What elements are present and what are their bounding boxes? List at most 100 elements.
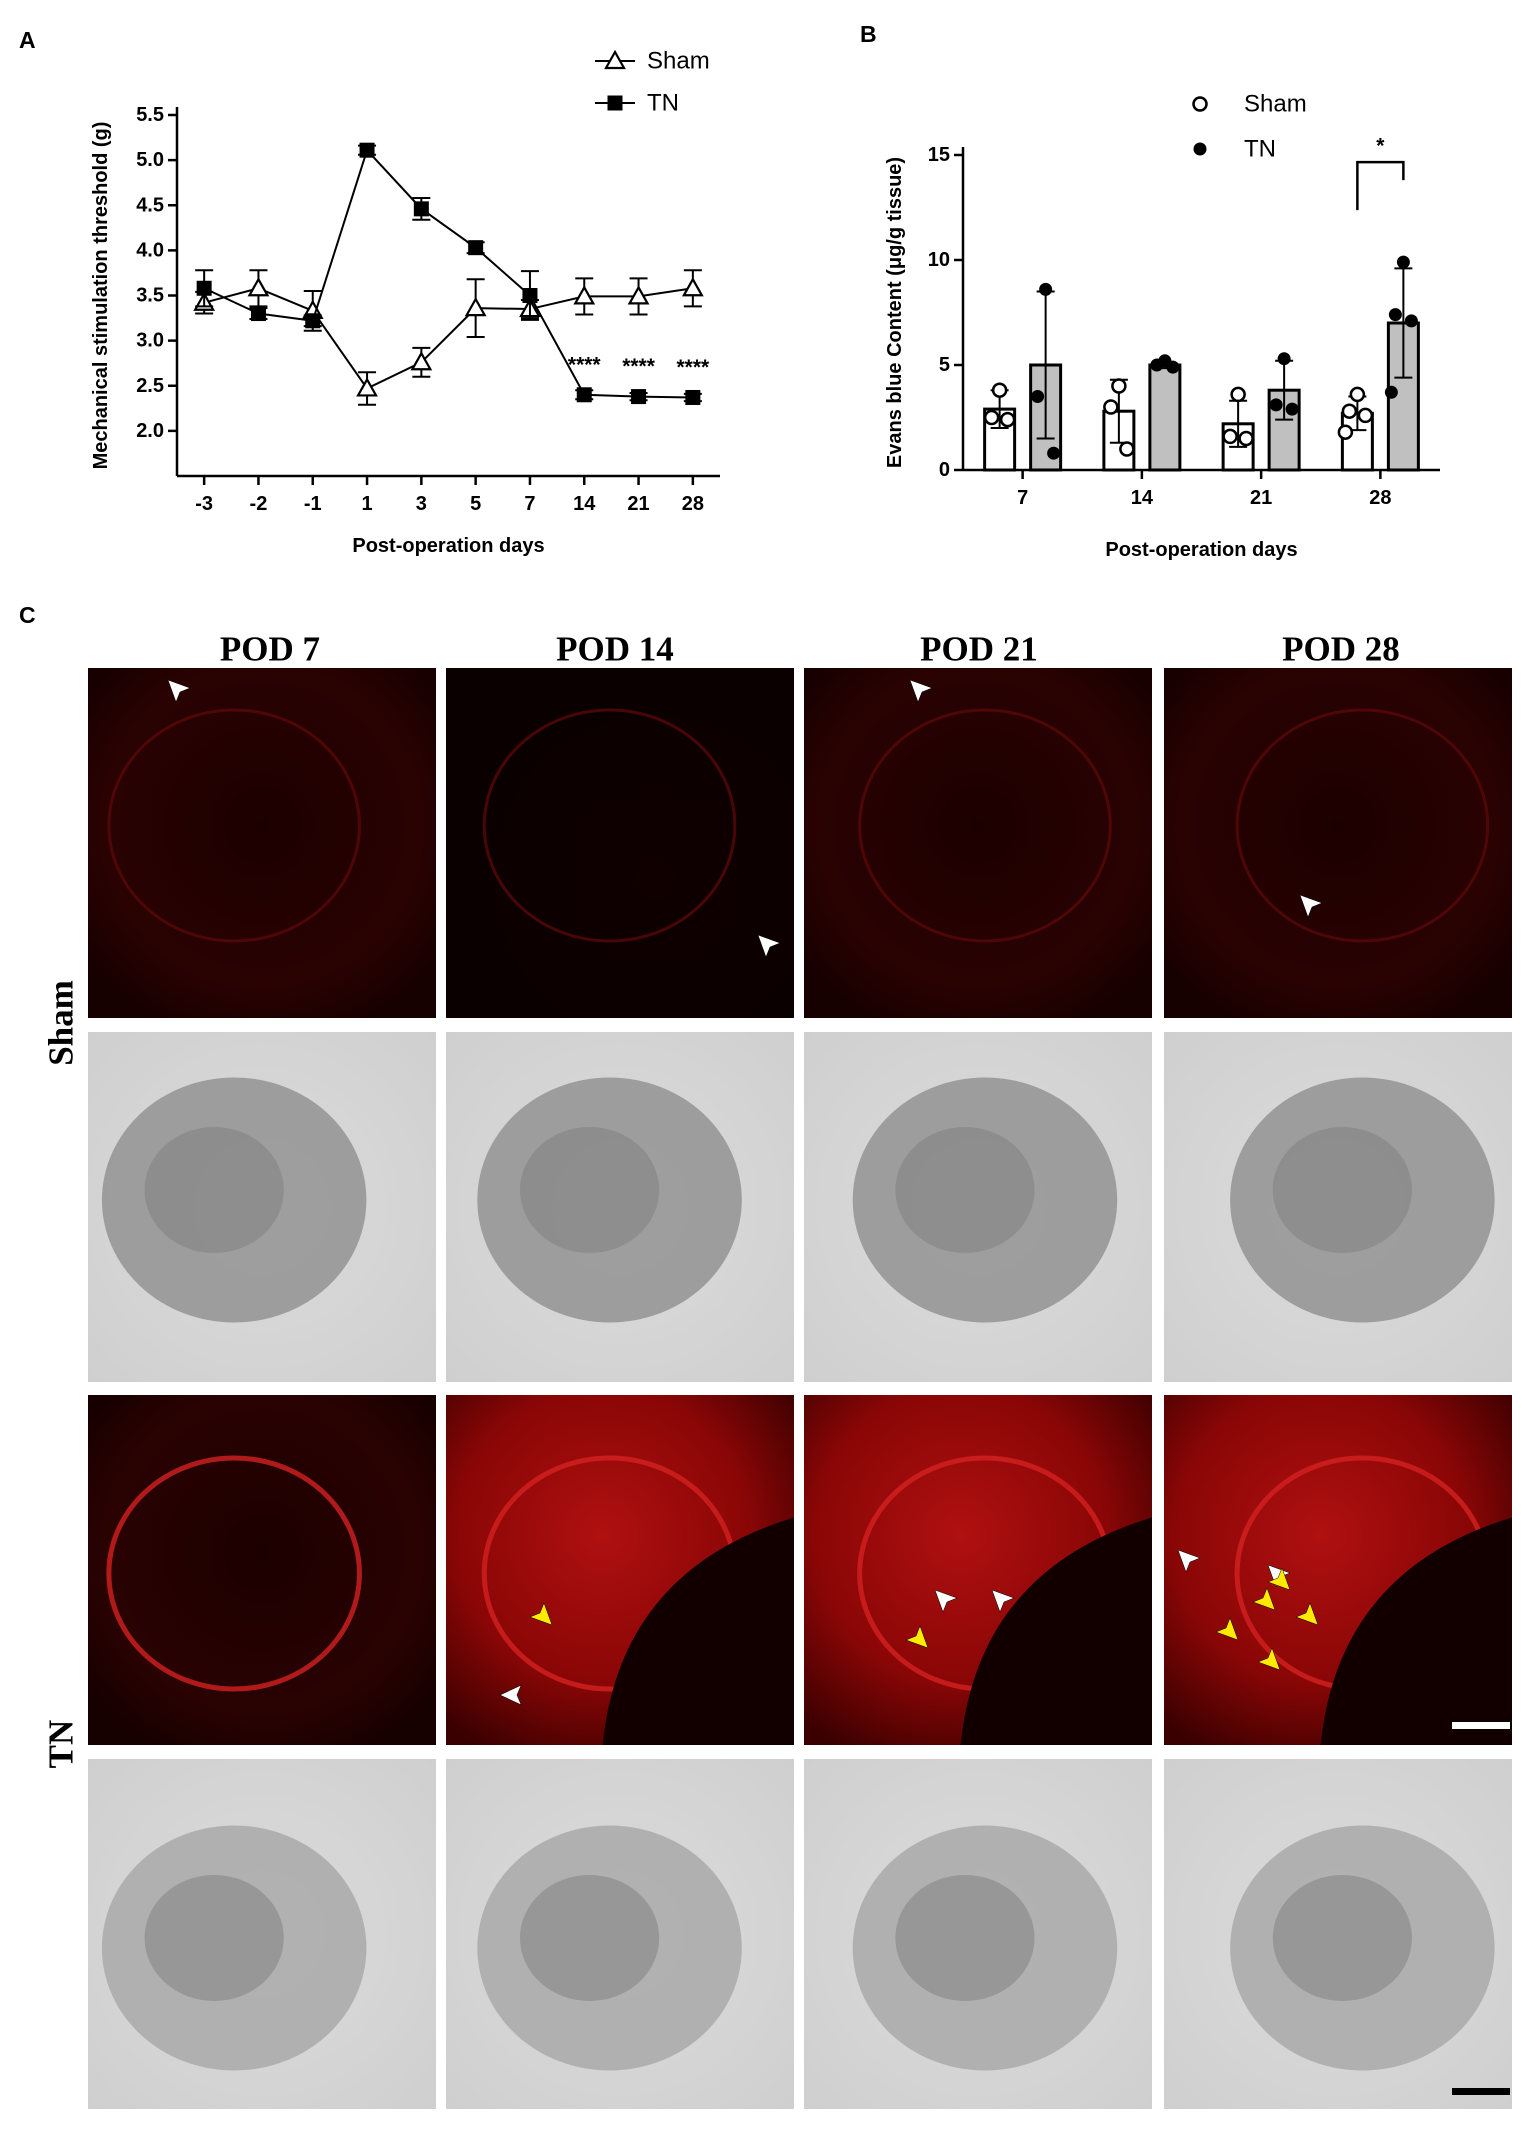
legend-label: TN [1244,136,1276,163]
legend-label: Sham [1244,91,1307,118]
dark-region [960,1517,1152,1745]
significance: **** [676,356,710,379]
arrow [905,1625,929,1649]
arrow [1215,1617,1239,1641]
micrograph [1164,1032,1512,1382]
tissue-outline [858,708,1112,943]
x-tick-label: 21 [1250,487,1272,509]
x-tick-label: 28 [682,493,704,515]
data-point [247,277,270,297]
tissue-inner [519,1127,660,1253]
x-tick-label: -1 [304,493,322,515]
arrow [909,679,933,703]
data-point [631,389,647,405]
data-point [1222,428,1238,445]
x-axis-label: Post-operation days [1105,539,1297,561]
data-point [1031,390,1045,403]
micrograph [88,1032,436,1382]
data-point [1111,378,1127,394]
arrow [1252,1587,1276,1611]
significance-bracket [1356,160,1405,211]
arrow [1267,1567,1291,1591]
data-point [1103,399,1119,415]
panel-letter: A [19,27,36,53]
y-axis-label: Evans blue Content (μg/g tissue) [884,157,906,468]
data-point [983,409,1000,426]
micrograph [88,668,436,1018]
data-point [991,382,1008,398]
tissue-inner [144,1875,284,2001]
y-tick-label: 10 [928,249,950,271]
image-background [88,668,436,1018]
arrow [499,1684,522,1706]
series-line [203,287,693,390]
micrograph [804,668,1152,1018]
y-tick-label: 3.5 [136,285,164,307]
column-label: POD 14 [556,630,674,669]
dark-region [602,1517,794,1745]
data-point [681,277,704,297]
data-point [1238,430,1254,447]
image-background [1164,668,1512,1018]
legend-marker [1192,96,1208,112]
dark-region [1320,1517,1512,1745]
y-tick-label: 2.5 [136,375,164,397]
tissue-inner [519,1875,660,2001]
data-point [1404,314,1418,328]
arrow [529,1602,553,1626]
data-point [1230,386,1246,403]
legend-marker [607,95,623,111]
data-point [250,306,266,322]
data-point [522,288,538,303]
significance: **** [568,353,602,376]
data-point [1269,398,1283,412]
image-background [804,668,1152,1018]
x-tick-label: -2 [250,493,268,515]
data-point [1388,308,1402,322]
micrograph [1164,1395,1512,1745]
micrograph [804,1032,1152,1382]
y-tick-label: 15 [928,144,950,166]
arrow [1299,894,1323,918]
x-tick-label: 3 [416,493,427,515]
micrograph [446,1759,794,2109]
data-point [1166,360,1180,374]
panel-letter: B [860,21,877,47]
data-point [1337,424,1354,440]
x-tick-label: 5 [470,493,481,515]
significance: **** [622,355,656,378]
micrograph [446,668,794,1018]
tissue-inner [144,1127,284,1253]
y-tick-label: 4.5 [136,194,164,216]
column-label: POD 28 [1282,630,1400,669]
scale-bar [1452,1722,1510,1729]
tissue-inner [895,1875,1035,2001]
arrow [167,679,191,703]
y-tick-label: 5 [939,354,950,376]
arrow [934,1589,958,1613]
y-tick-label: 4.0 [136,239,164,261]
data-point [1285,402,1299,416]
panel-letter: C [19,602,36,628]
data-point [1384,385,1398,399]
data-point [196,280,212,296]
data-point [356,377,378,397]
image-background [446,668,794,1018]
column-label: POD 7 [220,630,320,669]
x-tick-label: 7 [524,493,535,515]
data-point [305,313,321,329]
column-label: POD 21 [920,630,1038,669]
legend-label: Sham [647,48,710,75]
y-tick-label: 2.0 [136,420,164,442]
tissue-inner [895,1127,1035,1253]
micrograph [446,1032,794,1382]
micrograph [88,1759,436,2109]
data-point [413,201,429,217]
x-tick-label: 14 [573,493,596,515]
arrow [1257,1647,1281,1671]
significance: * [1376,135,1385,158]
micrograph [88,1395,436,1745]
x-tick-label: 28 [1369,487,1391,509]
y-axis-label: Mechanical stimulation threshold (g) [90,122,112,470]
